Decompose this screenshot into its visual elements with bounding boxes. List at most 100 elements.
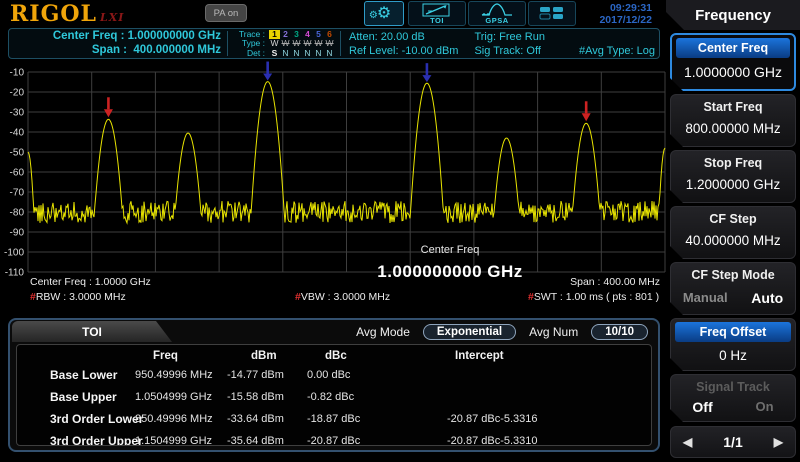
- start-freq-label: Start Freq: [703, 100, 763, 114]
- toi-table-row: Base Upper 1.0504999 GHz -15.58 dBm -0.8…: [50, 386, 651, 408]
- trace-2: 2: [283, 29, 288, 39]
- center-freq-big-readout: 1.000000000 GHz: [377, 262, 523, 281]
- ref-level-readout: Ref Level: -10.00 dBm: [349, 44, 459, 57]
- det-row-label: Det :: [247, 47, 265, 58]
- swt-readout: #SWT : 1.00 ms ( pts : 801 ): [528, 291, 659, 303]
- trace-type-2: W: [281, 38, 290, 49]
- row-dbm: -14.77 dBm: [227, 369, 284, 381]
- col-dbc: dBc: [325, 349, 347, 362]
- trace-det-3: N: [293, 47, 300, 58]
- trace-5: 5: [316, 29, 321, 39]
- logo-text: RIGOL: [10, 1, 97, 27]
- status-center-freq-label: Center Freq :: [52, 30, 125, 42]
- trace-det-2: N: [282, 47, 289, 58]
- row-dbc: -0.82 dBc: [307, 391, 355, 403]
- freq-offset-label: Freq Offset: [675, 322, 791, 342]
- avg-num-button[interactable]: 10/10: [591, 323, 648, 340]
- avg-mode-label: Avg Mode: [356, 324, 410, 339]
- trig-readout: Trig: Free Run: [474, 31, 545, 43]
- cf-step-mode-manual-option: Manual: [682, 290, 728, 305]
- system-settings-button[interactable]: ⚙ ⚙: [364, 1, 404, 26]
- row-freq: 1.1504999 GHz: [135, 435, 213, 446]
- trace-3: 3: [294, 29, 299, 39]
- trace-det-4: N: [304, 47, 311, 58]
- toi-mode-button[interactable]: TOI: [408, 1, 466, 26]
- freq-offset-value: 0 Hz: [719, 348, 747, 363]
- gpsa-icon-label: GPSA: [485, 15, 509, 25]
- toi-table-row: 3rd Order Upper 1.1504999 GHz -35.64 dBm…: [50, 430, 651, 446]
- row-freq: 1.0504999 GHz: [135, 391, 213, 403]
- toi-controls: Avg Mode Exponential Avg Num 10/10: [356, 321, 648, 342]
- sig-track-readout: Sig Track: Off: [474, 44, 541, 57]
- row-label: Base Lower: [50, 368, 118, 382]
- row-dbc: 0.00 dBc: [307, 369, 351, 381]
- trace-row-label: Trace :: [238, 29, 265, 39]
- sidebar-item-freq-offset[interactable]: Freq Offset 0 Hz: [670, 318, 796, 371]
- trace-type-3: W: [292, 38, 301, 49]
- trace-6: 6: [327, 29, 332, 39]
- rigol-logo: RIGOL LXI: [10, 1, 124, 27]
- page-next-button[interactable]: ▶: [773, 435, 783, 449]
- svg-text:-40: -40: [10, 128, 25, 139]
- span-readout: Span : 400.00 MHz: [570, 276, 660, 288]
- sidebar-item-cf-step[interactable]: CF Step 40.000000 MHz: [670, 206, 796, 259]
- rbw-readout: #RBW : 3.0000 MHz: [30, 291, 126, 303]
- svg-text:-30: -30: [10, 108, 25, 119]
- page-indicator: 1/1: [723, 434, 743, 450]
- type-row-label: Type :: [241, 38, 265, 49]
- lxi-badge: LXI: [100, 11, 125, 24]
- page-prev-button[interactable]: ◀: [683, 435, 693, 449]
- row-intercept: -20.87 dBc-5.3316: [447, 413, 538, 425]
- status-divider: [340, 31, 341, 56]
- signal-track-off-option: Off: [692, 399, 713, 415]
- gpsa-icon: [481, 2, 512, 16]
- center-freq-annotation: Center Freq: [420, 244, 480, 256]
- status-bar: Center Freq : 1.000000000 GHz Span : 400…: [8, 28, 660, 59]
- sidebar-item-signal-track[interactable]: Signal Track Off On: [670, 374, 796, 422]
- svg-text:-60: -60: [10, 168, 25, 179]
- spectrum-chart: -10 -20 -30 -40 -50 -60 -70 -80 -90 -100 -110 Cent…: [0, 58, 668, 318]
- start-freq-value: 800.00000 MHz: [685, 121, 781, 136]
- svg-text:-50: -50: [10, 148, 25, 159]
- sidebar-item-stop-freq[interactable]: Stop Freq 1.2000000 GHz: [670, 150, 796, 203]
- toi-icon: [422, 3, 450, 16]
- stop-freq-label: Stop Freq: [703, 156, 763, 170]
- cf-step-mode-label: CF Step Mode: [691, 268, 775, 282]
- toi-table-header: Freq dBm dBc Intercept: [50, 347, 651, 364]
- trace-type-4: W: [303, 38, 312, 49]
- sidebar-item-cf-step-mode[interactable]: CF Step Mode Manual Auto: [670, 262, 796, 315]
- swt-uncoupled-flag: #: [528, 291, 534, 303]
- sidebar-item-center-freq[interactable]: Center Freq 1.0000000 GHz: [670, 33, 796, 91]
- sidebar-item-start-freq[interactable]: Start Freq 800.00000 MHz: [670, 94, 796, 147]
- svg-text:-100: -100: [4, 248, 24, 259]
- toi-tab[interactable]: TOI: [12, 321, 172, 342]
- status-divider: [227, 31, 228, 56]
- status-amplitude-block: Atten: 20.00 dB Ref Level: -10.00 dBm: [341, 29, 466, 58]
- trace-type-5: W: [314, 38, 323, 49]
- avg-mode-button[interactable]: Exponential: [422, 323, 517, 340]
- svg-text:-70: -70: [10, 188, 25, 199]
- signal-track-label: Signal Track: [696, 380, 770, 394]
- col-dbm: dBm: [251, 349, 277, 362]
- gpsa-mode-button[interactable]: GPSA: [468, 1, 526, 26]
- cf-step-value: 40.000000 MHz: [685, 233, 781, 248]
- window-layout-button[interactable]: [528, 1, 576, 26]
- trace-type-6: W: [325, 38, 334, 49]
- status-span-label: Span :: [91, 43, 128, 56]
- svg-text:-20: -20: [10, 88, 25, 99]
- gear-icon: ⚙ ⚙: [368, 4, 392, 22]
- trace-1-badge: 1: [269, 29, 280, 40]
- menu-title-frequency: Frequency: [666, 0, 800, 30]
- row-label: Base Upper: [50, 390, 117, 404]
- center-freq-label: Center Freq: [676, 38, 790, 58]
- toi-results-table: Freq dBm dBc Intercept Base Lower 950.49…: [16, 344, 652, 446]
- cf-step-mode-auto-option: Auto: [751, 290, 784, 306]
- rbw-uncoupled-flag: #: [30, 291, 36, 303]
- vbw-readout: #VBW : 3.0000 MHz: [295, 291, 390, 303]
- toi-table-row: 3rd Order Lower 850.49996 MHz -33.64 dBm…: [50, 408, 651, 430]
- signal-track-on-option: On: [755, 399, 774, 414]
- row-freq: 950.49996 MHz: [135, 369, 213, 381]
- col-intercept: Intercept: [455, 349, 504, 362]
- center-freq-value: 1.0000000 GHz: [683, 64, 783, 80]
